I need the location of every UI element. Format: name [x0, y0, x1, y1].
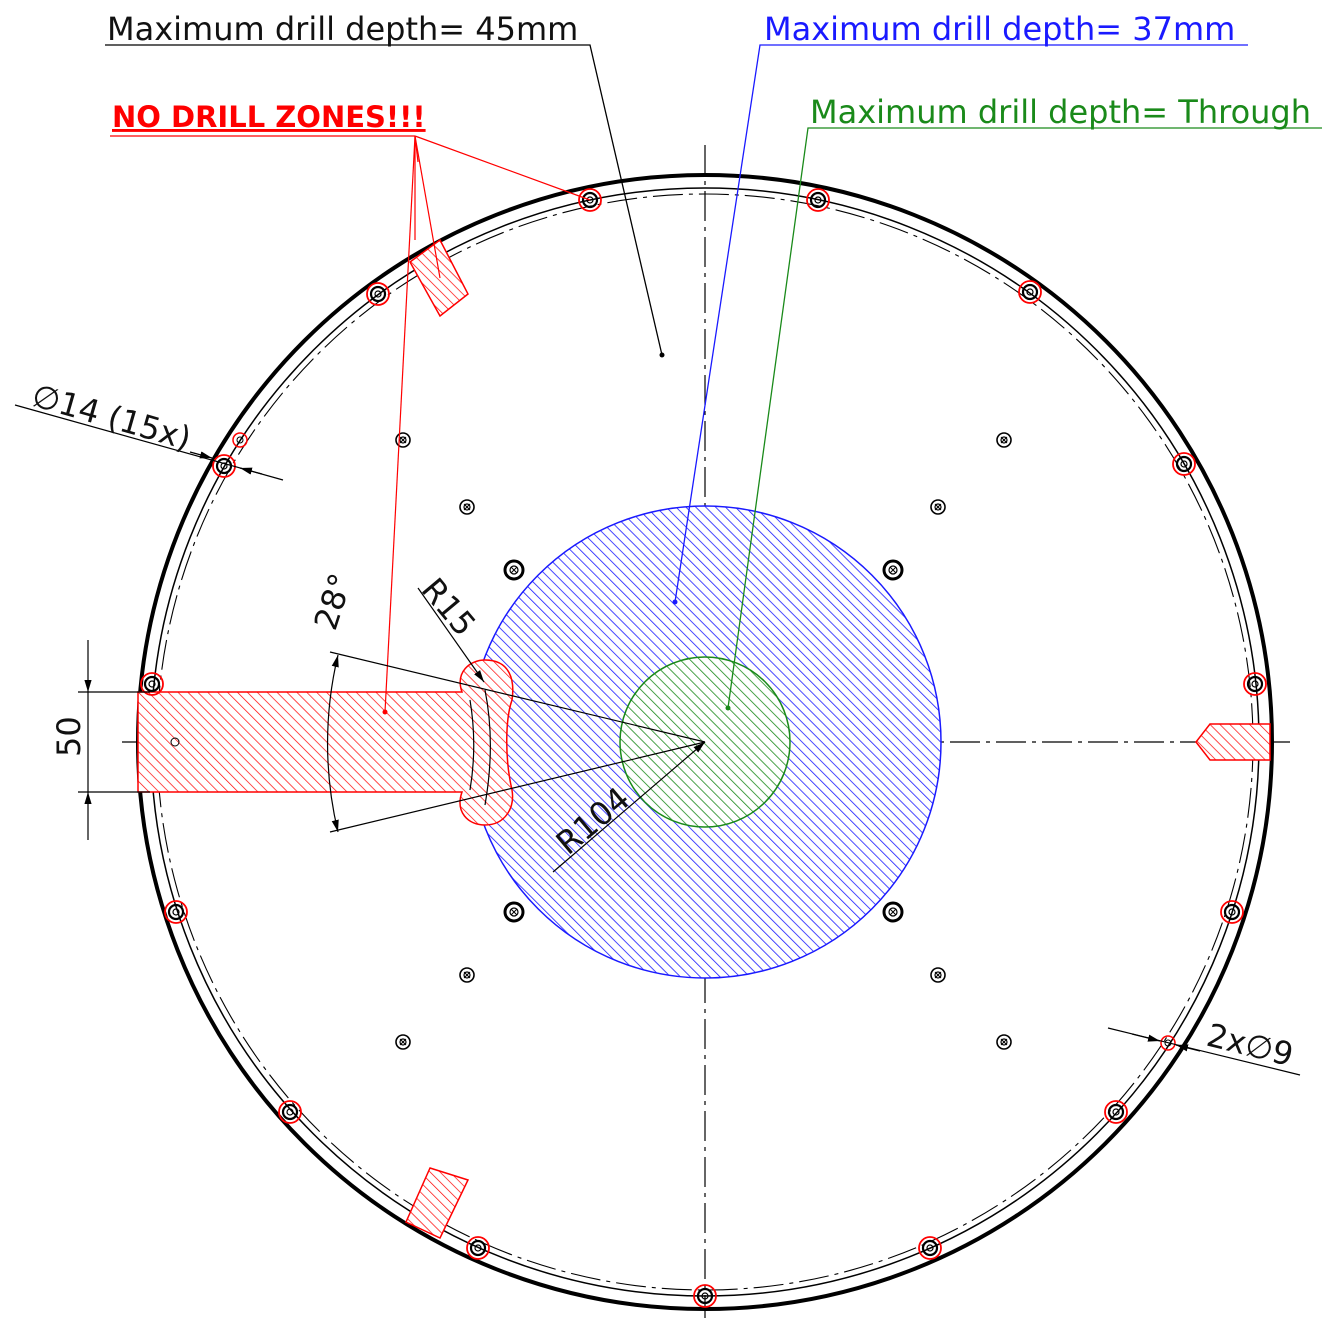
- dim-hole-dia-9: 2x∅9: [1203, 1016, 1297, 1074]
- inner-bolt-hole: [459, 499, 475, 515]
- rim-bolt-hole: [806, 188, 830, 212]
- dim-angle: 28°: [306, 569, 360, 635]
- rim-bolt-hole: [278, 1100, 302, 1124]
- rim-bolt-hole: [918, 1236, 942, 1260]
- no-drill-notch-upper: [409, 238, 469, 318]
- no-drill-notch-right: [1195, 723, 1271, 761]
- inner-bolt-hole: [996, 1034, 1012, 1050]
- rim-bolt-hole: [1172, 452, 1196, 476]
- rim-bolt-hole: [1104, 1100, 1128, 1124]
- dim-hole-dia-14: ∅14 (15x): [28, 376, 196, 458]
- inner-bolt-hole: [503, 559, 525, 581]
- inner-bolt-hole: [395, 432, 411, 448]
- inner-bolt-hole: [503, 901, 525, 923]
- inner-bolt-hole: [882, 559, 904, 581]
- inner-bolt-hole: [459, 967, 475, 983]
- no-drill-notch-lower: [405, 1167, 470, 1239]
- inner-bolt-hole: [930, 967, 946, 983]
- rim-bolt-hole: [164, 900, 188, 924]
- inner-bolt-hole: [996, 432, 1012, 448]
- rim-bolt-hole: [366, 282, 390, 306]
- rim-bolt-hole: [140, 672, 164, 696]
- inner-holes: [395, 432, 1012, 1050]
- dim-radius-small: R15: [414, 571, 484, 644]
- dimension-lines: [14, 404, 1301, 1076]
- label-depth-45: Maximum drill depth= 45mm: [107, 10, 578, 48]
- rim-bolt-hole: [1243, 672, 1267, 696]
- rim-holes: [140, 188, 1267, 1308]
- inner-bolt-hole: [882, 901, 904, 923]
- rim-bolt-hole: [693, 1284, 717, 1308]
- label-depth-37: Maximum drill depth= 37mm: [764, 10, 1235, 48]
- dim-slot-width: 50: [50, 716, 88, 757]
- rim-bolt-hole: [1220, 900, 1244, 924]
- small-holes: [170, 432, 1176, 1051]
- label-depth-through: Maximum drill depth= Through: [810, 93, 1311, 131]
- no-drill-slot: [137, 659, 514, 826]
- rim-bolt-hole: [1018, 280, 1042, 304]
- rim-bolt-hole: [578, 188, 602, 212]
- rim-bolt-hole: [466, 1236, 490, 1260]
- label-no-drill: NO DRILL ZONES!!!: [112, 100, 426, 134]
- leader-lines: [105, 44, 1322, 715]
- inner-bolt-hole: [930, 499, 946, 515]
- inner-bolt-hole: [395, 1034, 411, 1050]
